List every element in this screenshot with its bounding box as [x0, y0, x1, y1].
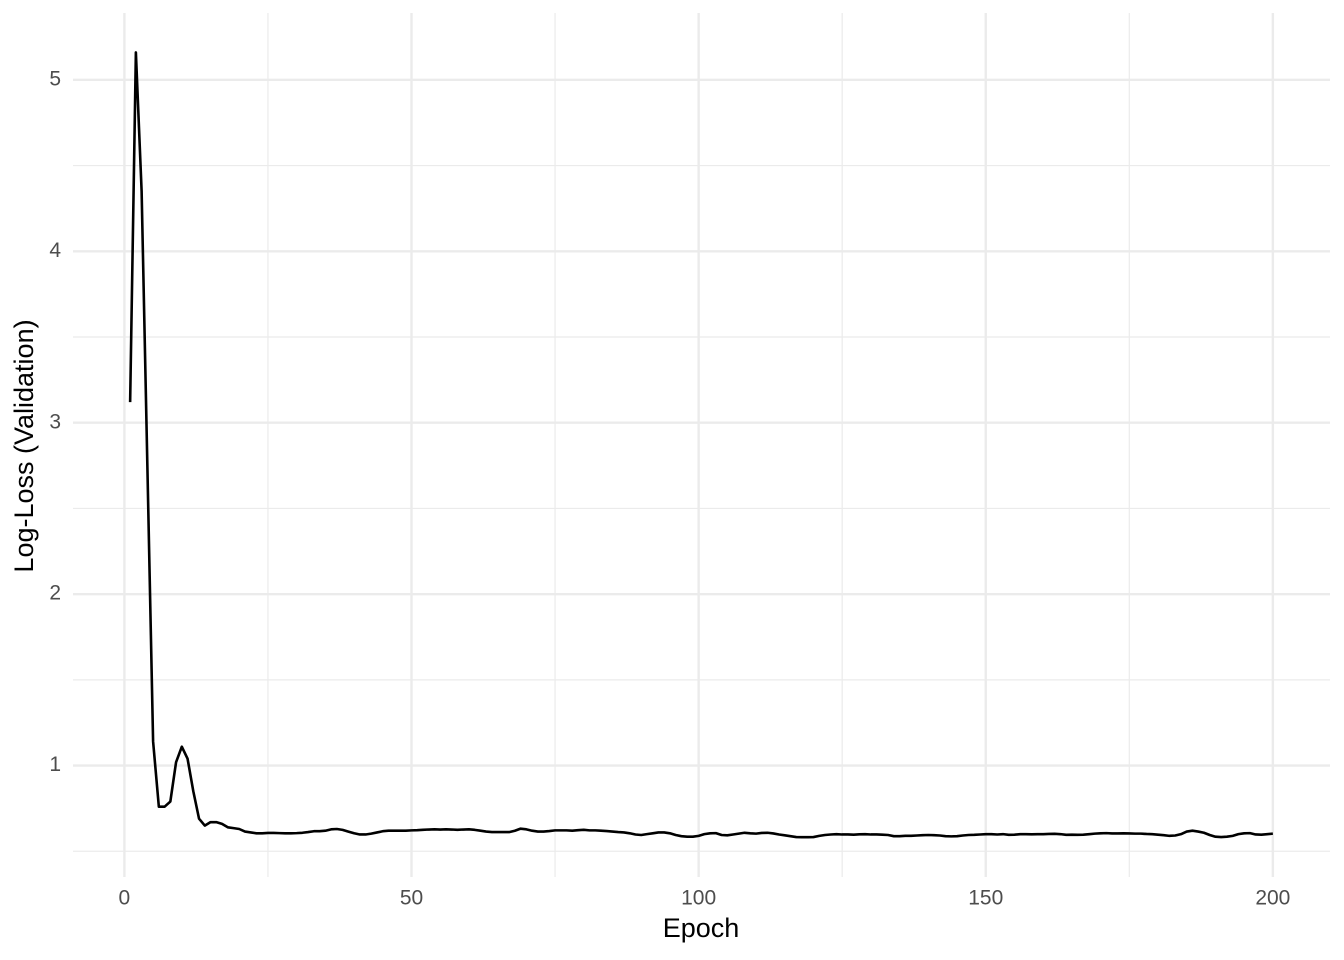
y-axis-title: Log-Loss (Validation): [9, 319, 39, 572]
y-tick-label: 4: [49, 239, 61, 262]
y-tick-label: 2: [49, 582, 61, 605]
x-tick-label: 150: [968, 887, 1003, 910]
x-tick-label: 100: [681, 887, 716, 910]
x-axis-title: Epoch: [663, 913, 740, 943]
x-tick-label: 50: [400, 887, 423, 910]
x-tick-label: 200: [1255, 887, 1290, 910]
x-tick-label: 0: [119, 887, 131, 910]
y-tick-label: 5: [49, 67, 61, 90]
y-tick-label: 3: [49, 410, 61, 433]
y-tick-label: 1: [49, 753, 61, 776]
line: [128, 51, 1273, 839]
